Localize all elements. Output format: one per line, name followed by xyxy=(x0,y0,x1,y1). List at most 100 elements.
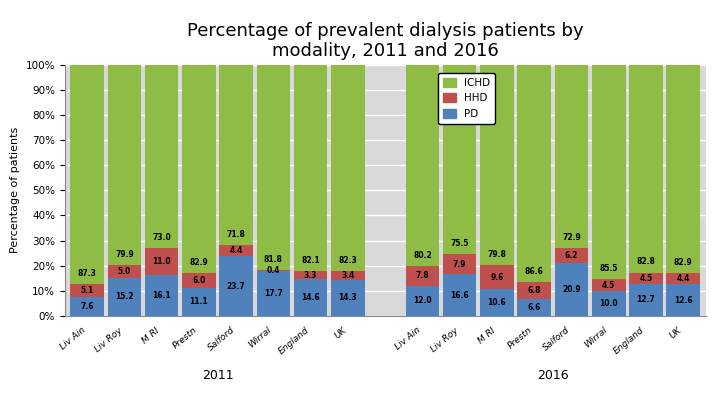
Text: 23.7: 23.7 xyxy=(227,281,246,291)
Text: 85.5: 85.5 xyxy=(600,264,618,273)
Bar xyxy=(629,65,662,273)
Bar xyxy=(554,65,588,248)
Bar xyxy=(182,273,216,288)
Text: 11.1: 11.1 xyxy=(189,297,208,307)
Text: 79.8: 79.8 xyxy=(487,250,506,259)
Bar xyxy=(182,65,216,273)
Text: 7.6: 7.6 xyxy=(81,302,94,311)
Bar xyxy=(331,271,365,280)
Bar xyxy=(480,65,514,265)
Bar xyxy=(294,271,328,279)
Text: 12.7: 12.7 xyxy=(636,296,655,305)
Bar xyxy=(294,65,328,271)
Text: 0.4: 0.4 xyxy=(266,266,280,275)
Bar xyxy=(592,279,626,291)
Bar xyxy=(108,64,141,265)
Text: 9.6: 9.6 xyxy=(490,273,504,282)
Text: 82.9: 82.9 xyxy=(189,258,208,266)
Text: 10.0: 10.0 xyxy=(600,299,618,308)
Text: 82.8: 82.8 xyxy=(636,258,655,266)
Text: 87.3: 87.3 xyxy=(78,269,96,278)
Bar xyxy=(145,248,179,275)
Bar xyxy=(667,65,700,273)
Text: 14.3: 14.3 xyxy=(338,294,357,303)
Bar xyxy=(108,278,141,316)
Text: 72.9: 72.9 xyxy=(562,232,581,241)
Bar xyxy=(554,248,588,263)
Bar xyxy=(629,273,662,284)
Text: 6.0: 6.0 xyxy=(192,276,206,285)
Text: 7.8: 7.8 xyxy=(415,271,429,281)
Bar xyxy=(629,284,662,316)
Text: 3.4: 3.4 xyxy=(341,271,355,280)
Bar xyxy=(71,284,104,297)
Bar xyxy=(405,65,439,266)
Text: 5.0: 5.0 xyxy=(118,267,131,276)
Bar xyxy=(331,65,365,271)
Text: 11.0: 11.0 xyxy=(153,257,171,266)
Bar xyxy=(443,254,477,274)
Text: 86.6: 86.6 xyxy=(525,267,544,276)
Bar xyxy=(443,274,477,316)
Text: 2011: 2011 xyxy=(202,369,233,382)
Text: 79.9: 79.9 xyxy=(115,250,134,259)
Text: 6.6: 6.6 xyxy=(528,303,541,312)
Text: 4.4: 4.4 xyxy=(677,274,690,283)
Text: 71.8: 71.8 xyxy=(227,230,246,239)
Bar xyxy=(592,291,626,316)
Y-axis label: Percentage of patients: Percentage of patients xyxy=(10,127,20,254)
Text: 12.0: 12.0 xyxy=(413,296,432,305)
Legend: ICHD, HHD, PD: ICHD, HHD, PD xyxy=(438,72,495,124)
Text: 5.1: 5.1 xyxy=(81,286,94,295)
Text: 4.5: 4.5 xyxy=(639,274,652,283)
Bar xyxy=(108,265,141,278)
Text: 7.9: 7.9 xyxy=(453,260,467,269)
Text: 2016: 2016 xyxy=(537,369,569,382)
Bar xyxy=(667,284,700,316)
Text: 17.7: 17.7 xyxy=(264,289,283,298)
Bar xyxy=(592,65,626,279)
Bar xyxy=(71,297,104,316)
Bar xyxy=(71,65,104,284)
Text: 16.6: 16.6 xyxy=(451,290,469,300)
Text: 10.6: 10.6 xyxy=(487,298,506,307)
Text: 82.9: 82.9 xyxy=(674,258,693,267)
Bar xyxy=(443,65,477,254)
Bar xyxy=(480,289,514,316)
Text: 80.2: 80.2 xyxy=(413,251,432,260)
Text: 6.2: 6.2 xyxy=(564,251,578,260)
Bar xyxy=(554,263,588,316)
Text: 6.8: 6.8 xyxy=(528,286,541,295)
Bar xyxy=(518,282,551,299)
Text: 75.5: 75.5 xyxy=(451,239,469,248)
Bar xyxy=(256,65,290,271)
Text: 3.3: 3.3 xyxy=(304,271,318,279)
Bar xyxy=(667,273,700,284)
Text: 82.1: 82.1 xyxy=(301,256,320,265)
Text: 15.2: 15.2 xyxy=(115,292,134,301)
Text: 16.1: 16.1 xyxy=(153,291,171,300)
Bar xyxy=(145,64,179,248)
Text: 14.6: 14.6 xyxy=(302,293,320,302)
Text: 82.3: 82.3 xyxy=(338,256,357,265)
Text: 20.9: 20.9 xyxy=(562,285,581,294)
Bar xyxy=(331,280,365,316)
Bar xyxy=(294,279,328,316)
Bar xyxy=(220,256,253,316)
Bar xyxy=(518,65,551,282)
Text: 81.8: 81.8 xyxy=(264,255,283,264)
Text: 4.5: 4.5 xyxy=(602,281,616,290)
Text: 4.4: 4.4 xyxy=(230,246,243,256)
Text: 12.6: 12.6 xyxy=(674,296,693,305)
Bar xyxy=(182,288,216,316)
Bar xyxy=(480,265,514,289)
Title: Percentage of prevalent dialysis patients by
modality, 2011 and 2016: Percentage of prevalent dialysis patient… xyxy=(187,21,583,60)
Bar xyxy=(405,266,439,286)
Text: 73.0: 73.0 xyxy=(153,232,171,241)
Bar xyxy=(405,286,439,316)
Bar xyxy=(145,275,179,316)
Bar xyxy=(220,65,253,245)
Bar xyxy=(518,299,551,316)
Bar xyxy=(256,271,290,316)
Bar xyxy=(220,245,253,256)
